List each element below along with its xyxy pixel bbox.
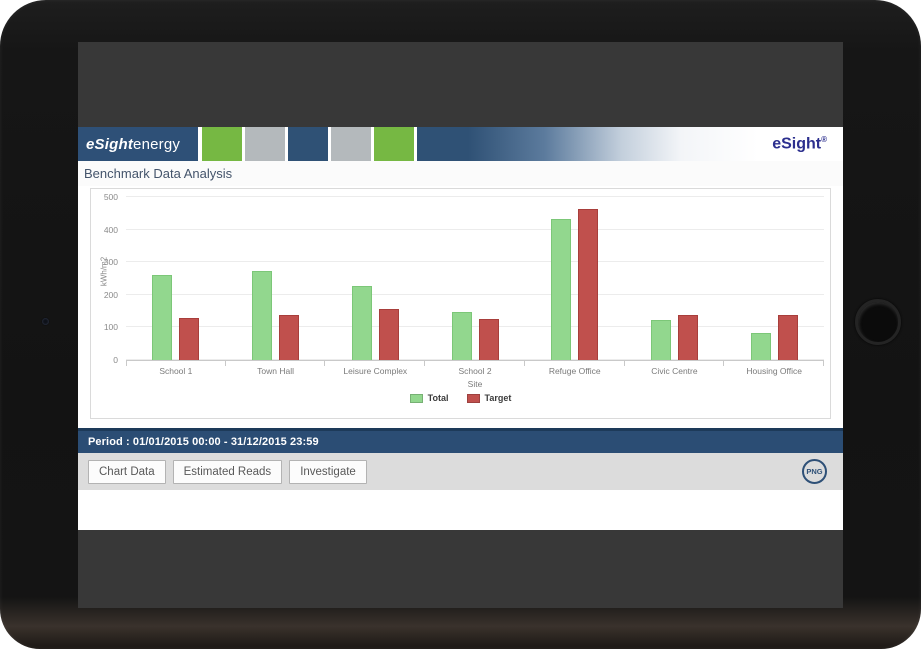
gridline-400 xyxy=(126,228,824,230)
bar-group-school-1 xyxy=(126,197,226,366)
logo-text-light: energy xyxy=(133,135,181,153)
x-label-housing-office: Housing Office xyxy=(746,366,802,376)
page-title: Benchmark Data Analysis xyxy=(84,166,233,181)
legend-label-total: Total xyxy=(427,393,449,403)
plot-area xyxy=(126,196,824,366)
x-label-town-hall: Town Hall xyxy=(257,366,294,376)
chart-area: kWh/m2 0 100 200 300 400 500 School 1 Town Hal… xyxy=(78,186,843,428)
bar-groups xyxy=(126,197,824,366)
period-bar: Period : 01/01/2015 00:00 - 31/12/2015 2… xyxy=(78,428,843,453)
gridline-100 xyxy=(126,326,824,328)
y-tick-label-400: 400 xyxy=(103,224,118,235)
registered-mark: ® xyxy=(821,134,827,144)
x-label-school-2: School 2 xyxy=(458,366,492,376)
period-text: Period : 01/01/2015 00:00 - 31/12/2015 2… xyxy=(88,436,319,448)
y-tick-label-300: 300 xyxy=(103,257,118,268)
bar-total-refuge-office[interactable] xyxy=(551,219,572,360)
header-gradient: eSight® xyxy=(417,127,843,161)
x-labels: School 1 Town Hall Leisure Complex School 2… xyxy=(126,366,824,376)
chart-legend: Total Target xyxy=(91,393,830,403)
bar-target-housing-office[interactable] xyxy=(777,315,798,360)
home-button[interactable] xyxy=(855,299,901,345)
bar-group-town-hall xyxy=(226,197,326,366)
x-label-civic-centre: Civic Centre xyxy=(651,366,698,376)
x-label-school-1: School 1 xyxy=(159,366,193,376)
app-header: eSight energy eSight® xyxy=(78,127,843,161)
esight-brand-logo: eSight® xyxy=(772,134,827,153)
legend-item-target[interactable]: Target xyxy=(466,393,512,403)
color-square-4 xyxy=(374,127,414,161)
legend-label-target: Target xyxy=(484,393,512,403)
bar-total-civic-centre[interactable] xyxy=(650,320,671,360)
toolbar-button-estimated-reads[interactable]: Estimated Reads xyxy=(172,459,283,484)
screen: eSight energy eSight® Benchmark Data Anal… xyxy=(78,42,843,608)
screen-top-background xyxy=(78,42,843,127)
bar-total-school-1[interactable] xyxy=(152,275,173,360)
legend-swatch-target xyxy=(466,393,480,403)
legend-swatch-total xyxy=(409,393,423,403)
bar-group-housing-office xyxy=(724,197,824,366)
bar-total-leisure-complex[interactable] xyxy=(351,285,372,360)
content-bottom-spacer xyxy=(78,490,843,530)
bar-group-school-2 xyxy=(425,197,525,366)
bar-total-town-hall[interactable] xyxy=(252,271,273,360)
gridline-0 xyxy=(126,359,824,360)
color-square-0 xyxy=(202,127,242,161)
esight-energy-logo: eSight energy xyxy=(78,127,198,161)
bar-total-school-2[interactable] xyxy=(451,311,472,360)
toolbar: Chart Data Estimated Reads Investigate PNG xyxy=(78,453,843,490)
toolbar-button-investigate[interactable]: Investigate xyxy=(289,459,367,484)
toolbar-button-chart-data[interactable]: Chart Data xyxy=(88,459,166,484)
bar-group-civic-centre xyxy=(625,197,725,366)
y-tick-label-0: 0 xyxy=(113,355,118,365)
color-square-3 xyxy=(331,127,371,161)
bar-total-housing-office[interactable] xyxy=(750,332,771,360)
bar-group-refuge-office xyxy=(525,197,625,366)
page-title-bar: Benchmark Data Analysis xyxy=(78,161,843,186)
benchmark-bar-chart: kWh/m2 0 100 200 300 400 500 School 1 Town Hal… xyxy=(90,188,831,419)
y-tick-label-200: 200 xyxy=(103,289,118,300)
x-axis-title: Site xyxy=(467,379,483,389)
color-square-1 xyxy=(245,127,285,161)
gridline-500 xyxy=(126,196,824,197)
bar-target-school-1[interactable] xyxy=(179,318,200,360)
bar-target-refuge-office[interactable] xyxy=(578,209,599,360)
gridline-300 xyxy=(126,261,824,263)
export-png-button[interactable]: PNG xyxy=(802,459,827,484)
bar-target-town-hall[interactable] xyxy=(279,315,300,360)
screen-bottom-background xyxy=(78,530,843,608)
y-ticks: 0 100 200 300 400 500 xyxy=(91,192,121,365)
bar-group-leisure-complex xyxy=(325,197,425,366)
gridline-200 xyxy=(126,293,824,295)
header-squares xyxy=(202,127,417,161)
bar-target-leisure-complex[interactable] xyxy=(378,308,399,360)
x-label-leisure-complex: Leisure Complex xyxy=(343,366,408,376)
logo-text-bold: eSight xyxy=(86,135,134,153)
legend-item-total[interactable]: Total xyxy=(409,393,449,403)
color-square-2 xyxy=(288,127,328,161)
bar-target-civic-centre[interactable] xyxy=(677,315,698,360)
y-tick-label-100: 100 xyxy=(103,322,118,333)
x-label-refuge-office: Refuge Office xyxy=(548,366,601,376)
y-tick-label-500: 500 xyxy=(103,192,118,202)
bar-target-school-2[interactable] xyxy=(478,318,499,360)
camera-icon xyxy=(42,318,49,325)
